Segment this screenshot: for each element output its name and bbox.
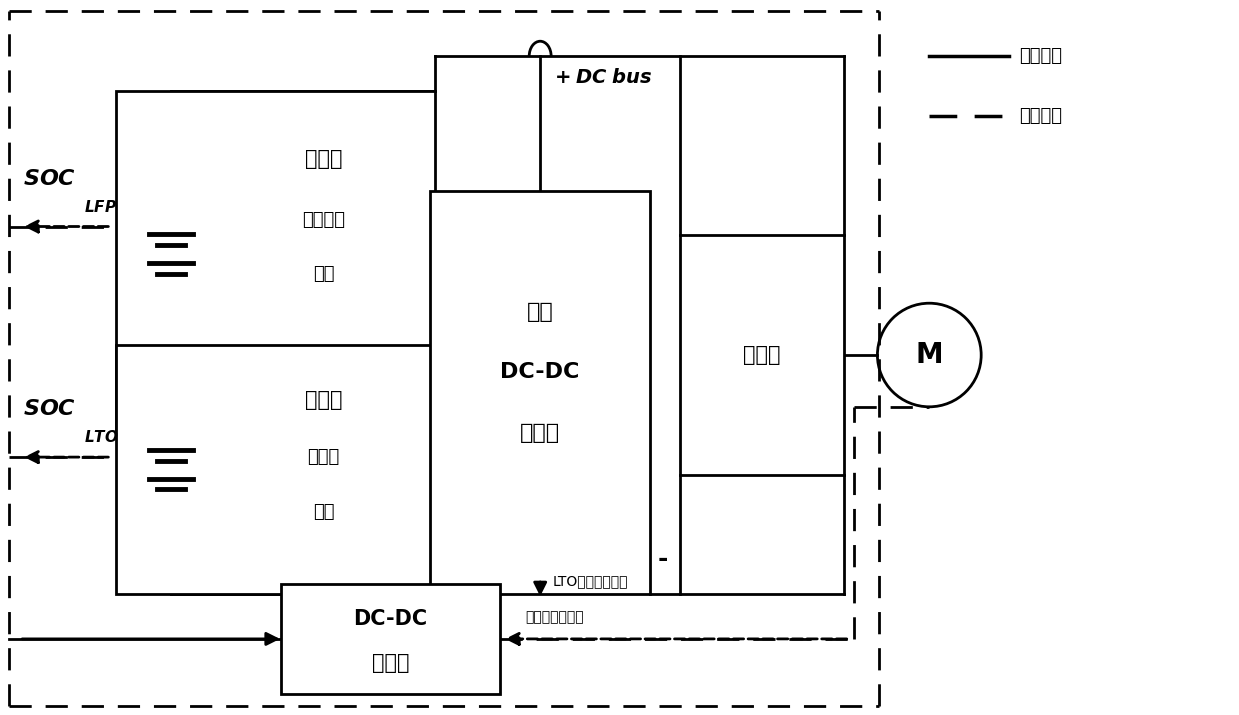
- Text: 控制器: 控制器: [372, 653, 409, 673]
- Text: 电池: 电池: [313, 503, 335, 521]
- Text: $\bfit{DC\ bus}$: $\bfit{DC\ bus}$: [575, 68, 653, 87]
- Text: $\bfit{SOC}$: $\bfit{SOC}$: [24, 399, 77, 419]
- Bar: [116, 91, 435, 430]
- Text: 双向: 双向: [527, 302, 554, 322]
- Text: 副电池: 副电池: [305, 390, 342, 410]
- Bar: [680, 235, 845, 475]
- Text: 电力传输: 电力传输: [1020, 47, 1062, 65]
- Text: DC-DC: DC-DC: [353, 609, 427, 629]
- Text: -: -: [658, 547, 668, 571]
- Text: $\bfit{LFP}$: $\bfit{LFP}$: [84, 199, 118, 214]
- Bar: [116, 345, 435, 594]
- Text: 电池: 电池: [313, 265, 335, 283]
- Text: DC-DC: DC-DC: [501, 363, 580, 383]
- Bar: [281, 584, 501, 694]
- Text: 钓酸锂: 钓酸锂: [307, 448, 339, 466]
- Text: 转换器: 转换器: [520, 423, 560, 443]
- Text: $\bfit{LTO}$: $\bfit{LTO}$: [84, 429, 119, 445]
- Text: M: M: [916, 341, 943, 369]
- Text: $\bfit{SOC}$: $\bfit{SOC}$: [24, 169, 77, 189]
- Text: 主电池: 主电池: [305, 149, 342, 169]
- Text: 逆变器: 逆变器: [743, 345, 781, 365]
- Text: 信号传输: 信号传输: [1020, 107, 1062, 125]
- Text: 磷酸铁锂: 磷酸铁锂: [302, 211, 346, 229]
- Bar: [430, 191, 650, 594]
- Text: LTO电池功率信号: LTO电池功率信号: [553, 574, 628, 588]
- Text: 总功率需求信号: 总功率需求信号: [525, 610, 584, 624]
- Text: +: +: [555, 68, 579, 87]
